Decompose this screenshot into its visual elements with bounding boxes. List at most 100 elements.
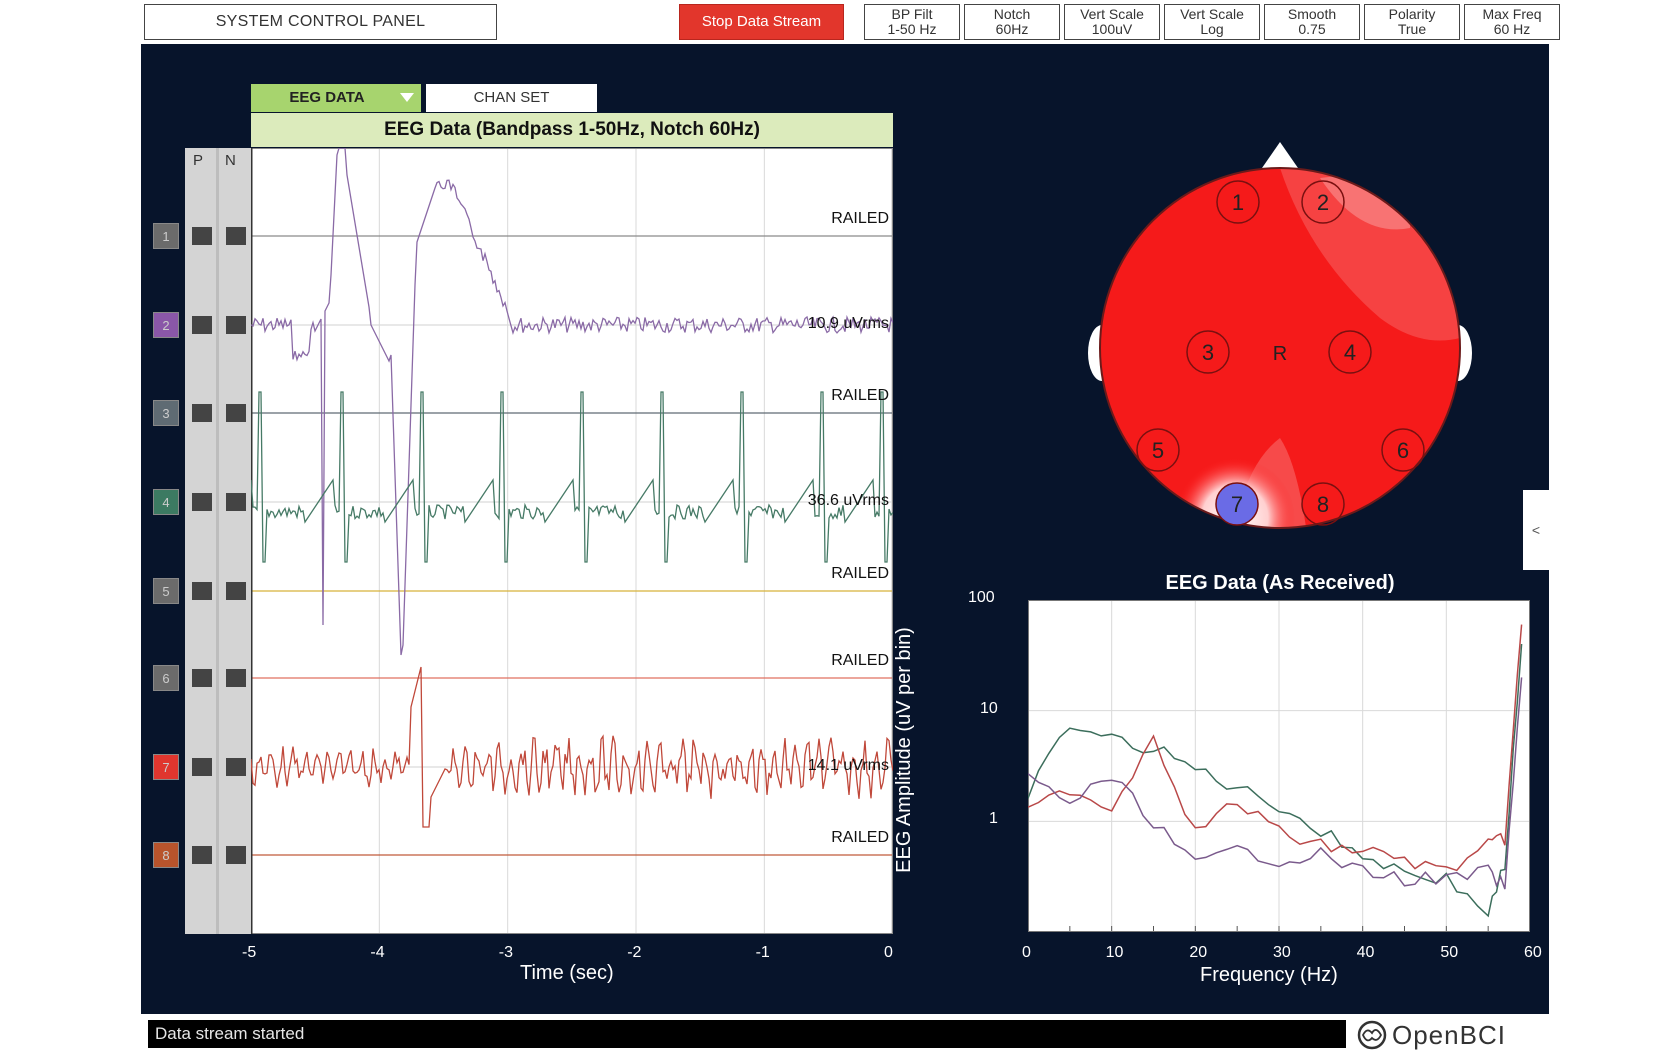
channel-4-p-toggle[interactable] xyxy=(192,493,212,511)
setting-button-2[interactable]: Vert Scale 100uV xyxy=(1064,4,1160,40)
expand-panel-tab[interactable]: < xyxy=(1523,490,1549,570)
fft-x-tick: 40 xyxy=(1356,944,1375,961)
channel-4-button[interactable]: 4 xyxy=(153,489,179,515)
brand-name: OpenBCI xyxy=(1392,1020,1506,1050)
head-plot-canvas: 1 2 3 4 5 6 7 8 R xyxy=(1088,142,1472,529)
channel-7-n-toggle[interactable] xyxy=(226,758,246,776)
time-tick-label: -5 xyxy=(242,944,257,961)
time-tick-label: -2 xyxy=(627,944,642,961)
channel-2-n-toggle[interactable] xyxy=(226,316,246,334)
fft-x-axis-label: Frequency (Hz) xyxy=(1200,964,1338,986)
channel-7-p-toggle[interactable] xyxy=(192,758,212,776)
p-header: P xyxy=(193,152,204,169)
fft-x-tick: 0 xyxy=(1022,944,1031,961)
setting-button-3[interactable]: Vert Scale Log xyxy=(1164,4,1260,40)
electrode-5 xyxy=(1136,428,1180,472)
channel-4-trace xyxy=(250,391,894,563)
setting-label: Vert Scale xyxy=(1080,6,1144,22)
system-control-panel-button[interactable]: SYSTEM CONTROL PANEL xyxy=(144,4,497,40)
head-center-label: R xyxy=(1273,343,1287,365)
channel-3-status: RAILED xyxy=(831,387,889,404)
stop-data-stream-button[interactable]: Stop Data Stream xyxy=(679,4,844,40)
fft-x-tick: 20 xyxy=(1189,944,1208,961)
brain-icon xyxy=(1357,1020,1387,1050)
channel-8-p-toggle[interactable] xyxy=(192,846,212,864)
tab-eeg-data[interactable]: EEG DATA xyxy=(251,84,421,112)
setting-value: 60Hz xyxy=(995,21,1029,37)
status-bar: Data stream started xyxy=(148,1020,1346,1048)
setting-value: 100uV xyxy=(1091,21,1133,37)
channel-7-trace xyxy=(250,666,894,828)
setting-label: Vert Scale xyxy=(1180,6,1244,22)
channel-2-trace xyxy=(250,147,894,656)
electrode-6 xyxy=(1381,428,1425,472)
setting-value: True xyxy=(1397,21,1427,37)
setting-label: Smooth xyxy=(1287,6,1337,22)
channel-4-status: 36.6 uVrms xyxy=(807,492,889,509)
channel-5-button[interactable]: 5 xyxy=(153,578,179,604)
time-tick-label: -1 xyxy=(755,944,770,961)
channel-3-button[interactable]: 3 xyxy=(153,400,179,426)
electrode-4 xyxy=(1328,330,1372,374)
setting-button-6[interactable]: Max Freq 60 Hz xyxy=(1464,4,1560,40)
channel-6-p-toggle[interactable] xyxy=(192,669,212,687)
setting-label: BP Filt xyxy=(891,6,933,22)
channel-1-p-toggle[interactable] xyxy=(192,227,212,245)
channel-3-p-toggle[interactable] xyxy=(192,404,212,422)
electrode-label: 2 xyxy=(1317,190,1329,215)
channel-6-status: RAILED xyxy=(831,652,889,669)
channel-7-button[interactable]: 7 xyxy=(153,754,179,780)
tab-chan-set[interactable]: CHAN SET xyxy=(426,84,597,112)
channel-4-n-toggle[interactable] xyxy=(226,493,246,511)
setting-value: 1-50 Hz xyxy=(887,21,937,37)
fft-title: EEG Data (As Received) xyxy=(1165,572,1395,594)
electrode-label: 7 xyxy=(1231,492,1243,517)
channel-8-n-toggle[interactable] xyxy=(226,846,246,864)
channel-1-n-toggle[interactable] xyxy=(226,227,246,245)
time-axis-label: Time (sec) xyxy=(520,962,614,984)
electrode-label: 8 xyxy=(1317,492,1329,517)
channel-3-n-toggle[interactable] xyxy=(226,404,246,422)
electrode-3 xyxy=(1186,330,1230,374)
time-series-canvas xyxy=(249,147,894,934)
setting-button-5[interactable]: Polarity True xyxy=(1364,4,1460,40)
fft-series-0 xyxy=(1027,643,1523,918)
channel-2-p-toggle[interactable] xyxy=(192,316,212,334)
fft-y-axis-label: EEG Amplitude (uV per bin) xyxy=(893,627,915,873)
fft-series-2 xyxy=(1027,677,1523,890)
channel-6-n-toggle[interactable] xyxy=(226,669,246,687)
setting-button-1[interactable]: Notch 60Hz xyxy=(964,4,1060,40)
time-series-plot xyxy=(249,147,894,934)
setting-label: Polarity xyxy=(1388,6,1436,22)
channel-2-button[interactable]: 2 xyxy=(153,312,179,338)
electrode-8 xyxy=(1301,482,1345,526)
time-tick-label: -3 xyxy=(498,944,514,961)
time-series-title: EEG Data (Bandpass 1-50Hz, Notch 60Hz) xyxy=(251,113,893,147)
fft-canvas xyxy=(1027,599,1531,932)
electrode-label: 4 xyxy=(1344,340,1356,365)
setting-label: Max Freq xyxy=(1482,6,1542,22)
channel-5-p-toggle[interactable] xyxy=(192,582,212,600)
pn-column: P N xyxy=(185,148,251,934)
electrode-7 xyxy=(1215,482,1259,526)
setting-value: 60 Hz xyxy=(1493,21,1531,37)
setting-value: Log xyxy=(1200,21,1224,37)
electrode-label: 1 xyxy=(1232,190,1244,215)
channel-1-button[interactable]: 1 xyxy=(153,223,179,249)
nose-marker xyxy=(1262,142,1298,168)
channel-6-button[interactable]: 6 xyxy=(153,665,179,691)
electrode-label: 5 xyxy=(1152,438,1164,463)
setting-button-0[interactable]: BP Filt 1-50 Hz xyxy=(864,4,960,40)
time-tick-label: -4 xyxy=(370,944,385,961)
dropdown-arrow-icon[interactable] xyxy=(400,93,414,102)
fft-x-tick: 50 xyxy=(1440,944,1459,961)
channel-8-button[interactable]: 8 xyxy=(153,842,179,868)
channel-5-n-toggle[interactable] xyxy=(226,582,246,600)
channel-8-status: RAILED xyxy=(831,829,889,846)
fft-plot xyxy=(1027,599,1531,932)
setting-button-4[interactable]: Smooth 0.75 xyxy=(1264,4,1360,40)
channel-5-status: RAILED xyxy=(831,565,889,582)
fft-y-tick: 10 xyxy=(980,699,998,717)
electrode-2 xyxy=(1301,180,1345,224)
n-header: N xyxy=(225,152,236,169)
